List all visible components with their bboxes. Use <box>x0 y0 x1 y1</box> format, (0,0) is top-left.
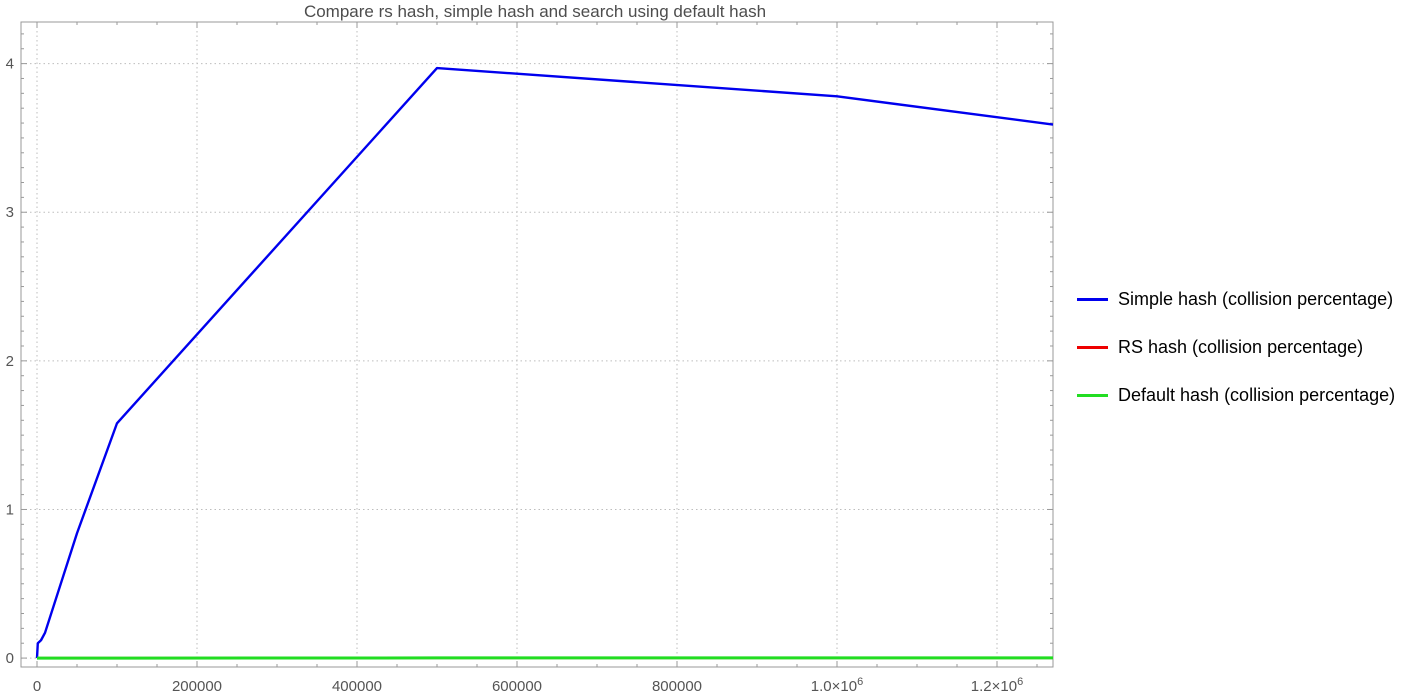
y-tick-label: 3 <box>6 204 14 221</box>
legend-label-rs-hash: RS hash (collision percentage) <box>1118 336 1364 357</box>
chart-title: Compare rs hash, simple hash and search … <box>303 2 767 21</box>
x-tick-label: 800000 <box>652 678 702 695</box>
plot-frame <box>20 21 1054 668</box>
line-chart: 0 200000 400000 600000 800000 1.0×106 1.2×106 0… <box>6 21 1054 695</box>
plot-border <box>20 21 1054 668</box>
x-tick-label: 400000 <box>332 678 382 695</box>
legend-swatch-rs-hash <box>1077 345 1108 349</box>
x-tick-label: 600000 <box>492 678 542 695</box>
y-tick-label: 0 <box>6 650 14 667</box>
y-tick-label: 4 <box>6 56 14 73</box>
axis-ticks: 0 200000 400000 600000 800000 1.0×106 1.2×106 0… <box>6 56 1024 695</box>
legend-swatch-simple-hash <box>1077 297 1108 301</box>
x-tick-label: 1.0×106 <box>811 676 863 695</box>
x-tick-label: 200000 <box>172 678 222 695</box>
x-tick-label: 1.2×106 <box>971 676 1023 695</box>
legend-label-simple-hash: Simple hash (collision percentage) <box>1118 288 1394 309</box>
series-lines <box>35 66 1054 660</box>
grid-lines <box>21 22 1053 667</box>
y-tick-label: 1 <box>6 501 14 518</box>
legend-item-default-hash: Default hash (collision percentage) <box>1077 383 1427 407</box>
series-line-0 <box>35 66 1054 659</box>
legend-item-rs-hash: RS hash (collision percentage) <box>1077 335 1427 359</box>
x-tick-label: 0 <box>33 678 41 695</box>
y-tick-label: 2 <box>6 353 14 370</box>
legend-item-simple-hash: Simple hash (collision percentage) <box>1077 287 1427 311</box>
legend: Simple hash (collision percentage) RS ha… <box>1077 287 1427 431</box>
legend-swatch-default-hash <box>1077 393 1108 397</box>
legend-label-default-hash: Default hash (collision percentage) <box>1118 384 1396 405</box>
